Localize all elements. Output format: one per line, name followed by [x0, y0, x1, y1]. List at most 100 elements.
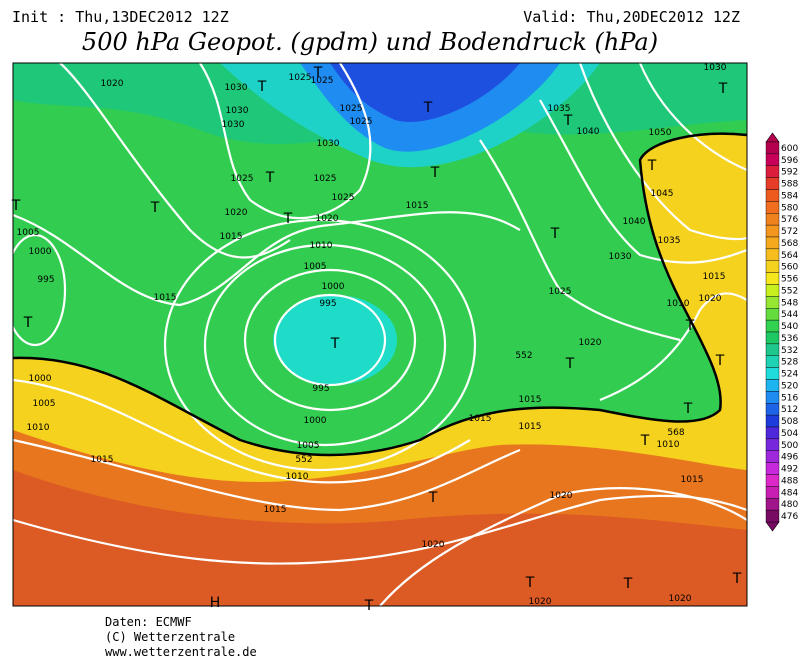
isobar-label: 995 [312, 384, 329, 394]
colorbar-cell [765, 379, 780, 392]
pressure-center: T [23, 315, 33, 331]
pressure-center: T [428, 490, 438, 506]
colorbar-cell [765, 272, 780, 285]
isobar-label: 1010 [667, 299, 690, 309]
red-orange-zone [13, 470, 747, 606]
pressure-center: T [550, 226, 560, 242]
colorbar-cell [765, 367, 780, 380]
colorbar-cell [765, 450, 780, 463]
isobar-label: 552 [295, 455, 312, 465]
colorbar-cell [765, 426, 780, 440]
colorbar-label: 556 [781, 275, 798, 285]
isobar-label: 1030 [222, 120, 245, 130]
colorbar-cell [765, 343, 780, 356]
isobar-label: 1005 [297, 441, 320, 451]
isobar-label: 1015 [703, 272, 726, 282]
isobar-label: 1025 [314, 174, 337, 184]
colorbar-label: 552 [781, 286, 798, 296]
isobar-label: 1005 [33, 399, 56, 409]
colorbar-cell [765, 509, 780, 523]
colorbar-label: 500 [781, 441, 798, 451]
colorbar-cell [765, 403, 780, 416]
colorbar-cell [765, 498, 780, 511]
isobars [3, 62, 748, 607]
colorbar-label: 564 [781, 251, 798, 261]
colorbar-label: 560 [781, 263, 798, 273]
isobar-label: 1025 [350, 117, 373, 127]
map-frame [12, 62, 748, 607]
isobar-label: 552 [515, 351, 532, 361]
pressure-center: T [423, 100, 433, 116]
isobar-label: 995 [37, 275, 54, 285]
isobar-label: 1010 [27, 423, 50, 433]
credit-url: www.wetterzentrale.de [105, 645, 257, 659]
isobar-label: 1020 [669, 594, 692, 604]
isobar-label: 1030 [317, 139, 340, 149]
isobar-label: 1020 [316, 214, 339, 224]
colorbar-label: 592 [781, 168, 798, 178]
isobar-label: 1000 [304, 416, 327, 426]
colorbar-cell [765, 165, 780, 178]
colorbar-cell [765, 201, 780, 214]
isobar-label: 1020 [422, 540, 445, 550]
colorbar-cell [765, 260, 780, 273]
pressure-center: T [525, 575, 535, 591]
colorbar-cell [765, 308, 780, 321]
pressure-center: T [283, 211, 293, 227]
colorbar-label: 508 [781, 417, 798, 427]
colorbar-cell [765, 319, 780, 333]
pressure-center: H [210, 595, 221, 611]
isobar-label: 1020 [550, 491, 573, 501]
credit-copyright: (C) Wetterzentrale [105, 630, 235, 644]
colorbar-cell [765, 414, 780, 428]
isobar-label: 1035 [658, 236, 681, 246]
isobar-label: 1015 [264, 505, 287, 515]
colorbar-label: 520 [781, 381, 798, 391]
pressure-center: T [330, 336, 340, 352]
isobar-label: 995 [319, 299, 336, 309]
pressure-center: T [430, 165, 440, 181]
colorbar-label: 484 [781, 488, 798, 498]
colorbar-label: 532 [781, 346, 798, 356]
isobar-label: 1010 [310, 241, 333, 251]
colorbar-label: 528 [781, 358, 798, 368]
isobar-label: 1030 [225, 83, 248, 93]
colorbar-label: 480 [781, 500, 798, 510]
isobar-label: 1025 [332, 193, 355, 203]
colorbar-label: 492 [781, 465, 798, 475]
colorbar-label: 600 [781, 144, 798, 154]
isobar-label: 1000 [322, 282, 345, 292]
isobar-label: 1005 [17, 228, 40, 238]
pressure-center: T [715, 353, 725, 369]
pressure-center: T [718, 81, 728, 97]
contour-552 [12, 132, 748, 457]
colorbar-cell [765, 189, 780, 202]
isobar-label: 1040 [577, 127, 600, 137]
pressure-center: T [647, 158, 657, 174]
colorbar-label: 580 [781, 203, 798, 213]
isobar-label: 1010 [286, 472, 309, 482]
pressure-center: T [11, 198, 21, 214]
isobar-label: 1015 [681, 475, 704, 485]
pressure-center: T [313, 65, 323, 81]
colorbar-cell [765, 474, 780, 487]
colorbar-cell [765, 248, 780, 261]
colorbar-cell [765, 296, 780, 309]
colorbar-label: 512 [781, 405, 798, 415]
colorbar-cell [765, 141, 780, 155]
pressure-center: T [257, 79, 267, 95]
init-time: Init : Thu,13DEC2012 12Z [12, 8, 229, 26]
colorbar-top-arrow [765, 132, 780, 143]
pressure-center: T [150, 200, 160, 216]
isobar-label: 1025 [311, 76, 334, 86]
colorbar-label: 596 [781, 156, 798, 166]
pressure-center: T [732, 571, 742, 587]
isobar-label: 1015 [154, 293, 177, 303]
colorbar-label: 568 [781, 239, 798, 249]
colorbar-cell [765, 224, 780, 238]
isobar-label: 1025 [340, 104, 363, 114]
colorbar-label: 504 [781, 429, 798, 439]
isobar-label: 1020 [225, 208, 248, 218]
